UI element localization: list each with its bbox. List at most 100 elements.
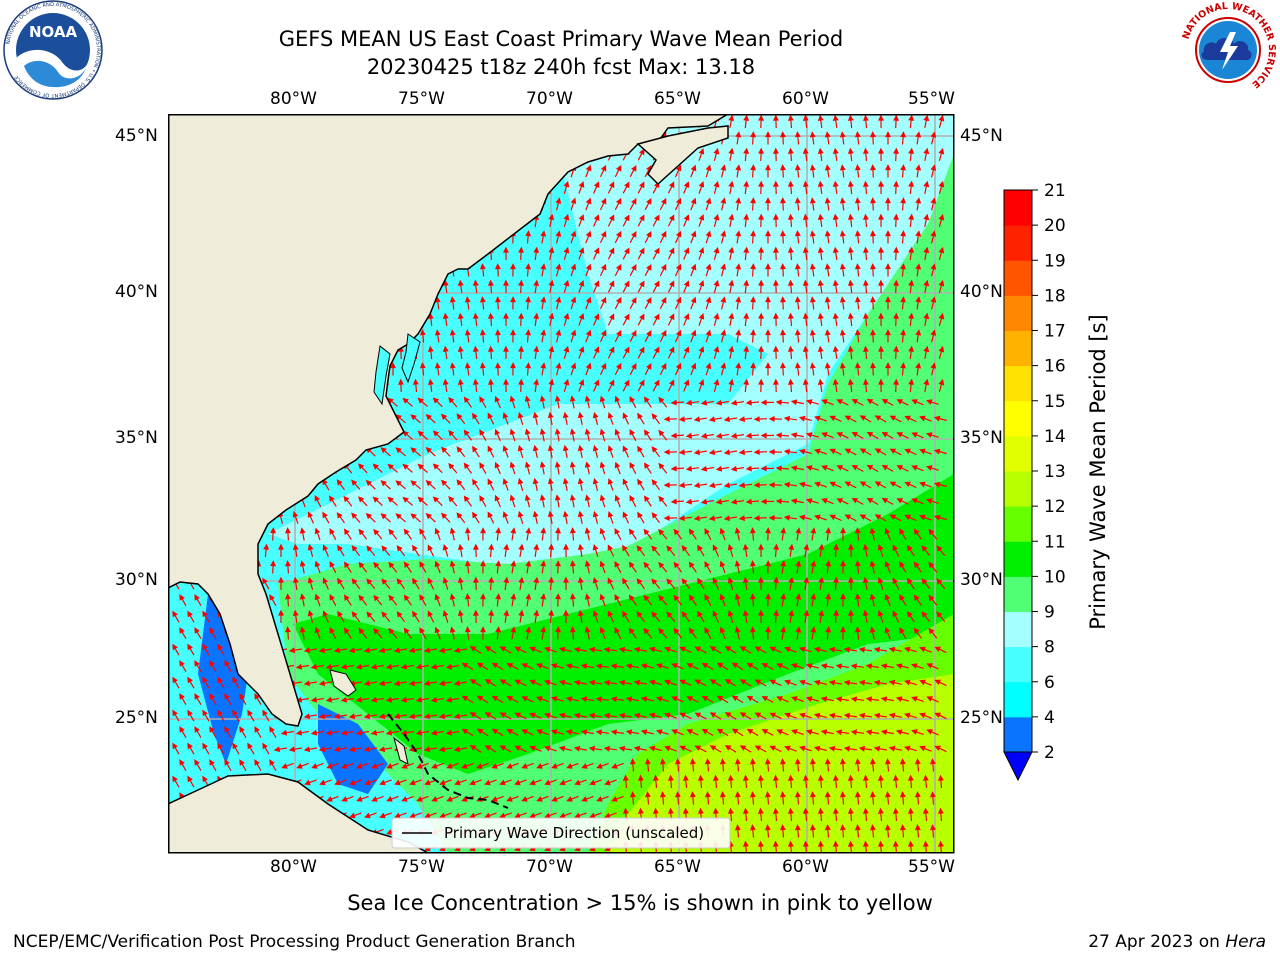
wave-arrow	[648, 679, 662, 686]
wave-arrow	[772, 147, 779, 162]
wave-arrow	[503, 378, 509, 393]
wave-arrow	[683, 379, 690, 392]
wave-arrow	[536, 762, 549, 769]
wave-arrow	[784, 646, 797, 653]
wave-arrow	[410, 414, 421, 424]
wave-arrow	[899, 561, 907, 574]
wave-arrow	[809, 362, 816, 376]
wave-arrow	[773, 576, 780, 591]
wave-arrow	[772, 246, 779, 261]
wave-arrow	[719, 758, 726, 772]
wave-arrow	[329, 627, 337, 640]
wave-arrow	[658, 561, 668, 573]
wave-arrow	[743, 246, 750, 261]
wave-arrow	[683, 214, 690, 227]
wave-arrow	[476, 662, 489, 671]
wave-arrow	[869, 230, 876, 244]
wave-arrow	[584, 395, 591, 409]
wave-arrow	[644, 264, 652, 277]
wave-arrow	[885, 131, 891, 145]
wave-arrow	[622, 313, 630, 326]
land-north-america	[168, 114, 730, 727]
wave-arrow	[896, 399, 909, 406]
wave-arrow	[194, 594, 202, 607]
wave-arrow	[187, 709, 195, 722]
wave-arrow	[539, 461, 546, 475]
colorbar-segment	[1004, 576, 1032, 612]
wave-arrow	[851, 464, 864, 472]
colorbar-segment	[1004, 435, 1032, 472]
wave-arrow	[643, 528, 653, 540]
wave-arrow	[555, 329, 562, 343]
wave-arrow	[734, 527, 741, 541]
wave-arrow	[863, 246, 869, 261]
wave-arrow	[464, 560, 471, 574]
wave-arrow	[758, 279, 765, 294]
wave-arrow	[343, 528, 352, 540]
wave-arrow	[314, 626, 321, 640]
wave-arrow	[314, 527, 321, 541]
wave-arrow	[854, 593, 861, 607]
wave-arrow	[440, 479, 451, 490]
wave-arrow	[809, 230, 816, 244]
wave-arrow	[720, 197, 727, 211]
wave-arrow	[720, 263, 727, 277]
wave-arrow	[607, 610, 615, 623]
wave-arrow	[712, 774, 719, 789]
wave-arrow	[217, 676, 225, 689]
wave-arrow	[449, 329, 456, 343]
wave-arrow	[825, 560, 832, 574]
wave-arrow	[817, 774, 824, 789]
wave-arrow	[794, 758, 801, 772]
wave-arrow	[544, 745, 557, 752]
wave-arrow	[926, 729, 939, 736]
wave-arrow	[712, 610, 720, 623]
wave-arrow	[775, 399, 790, 406]
wave-arrow	[869, 824, 876, 838]
wave-arrow	[599, 395, 606, 409]
wave-arrow	[577, 576, 584, 590]
wave-arrow	[461, 728, 474, 737]
wave-arrow	[881, 398, 894, 406]
wave-arrow	[790, 432, 805, 439]
wave-arrow	[889, 448, 902, 456]
wave-arrow	[809, 758, 816, 772]
wave-arrow	[299, 593, 306, 607]
wave-arrow	[765, 362, 771, 376]
wave-arrow	[802, 279, 809, 294]
wave-arrow	[923, 246, 930, 261]
wave-arrow	[472, 345, 479, 360]
wave-arrow	[938, 114, 945, 128]
wave-arrow	[900, 164, 906, 178]
wave-arrow	[911, 432, 924, 439]
wave-arrow	[798, 481, 812, 488]
wave-arrow	[854, 362, 861, 376]
wave-arrow	[172, 775, 180, 788]
wave-arrow	[209, 693, 217, 706]
wave-arrow	[904, 679, 917, 686]
wave-arrow	[859, 448, 872, 456]
wave-arrow	[884, 560, 891, 574]
wave-arrow	[395, 480, 406, 490]
wave-arrow	[442, 544, 449, 557]
wave-arrow	[735, 164, 742, 178]
wave-arrow	[656, 663, 669, 669]
wave-arrow	[532, 510, 539, 525]
wave-arrow	[329, 561, 337, 574]
wave-arrow	[810, 626, 817, 640]
nws-logo: NATIONAL WEATHER SERVICE	[1180, 1, 1277, 98]
wave-arrow	[863, 147, 869, 162]
wave-arrow	[832, 312, 839, 326]
wave-arrow	[693, 449, 707, 456]
wave-arrow	[753, 482, 768, 489]
wave-arrow	[599, 593, 606, 607]
wave-arrow	[743, 114, 750, 129]
wave-arrow	[674, 791, 681, 805]
wave-arrow	[694, 646, 707, 654]
wave-arrow	[859, 481, 872, 489]
wave-arrow	[742, 543, 749, 557]
wave-arrow	[787, 378, 794, 393]
wave-arrow	[805, 729, 819, 735]
wave-arrow	[592, 477, 599, 491]
wave-arrow	[469, 646, 482, 654]
